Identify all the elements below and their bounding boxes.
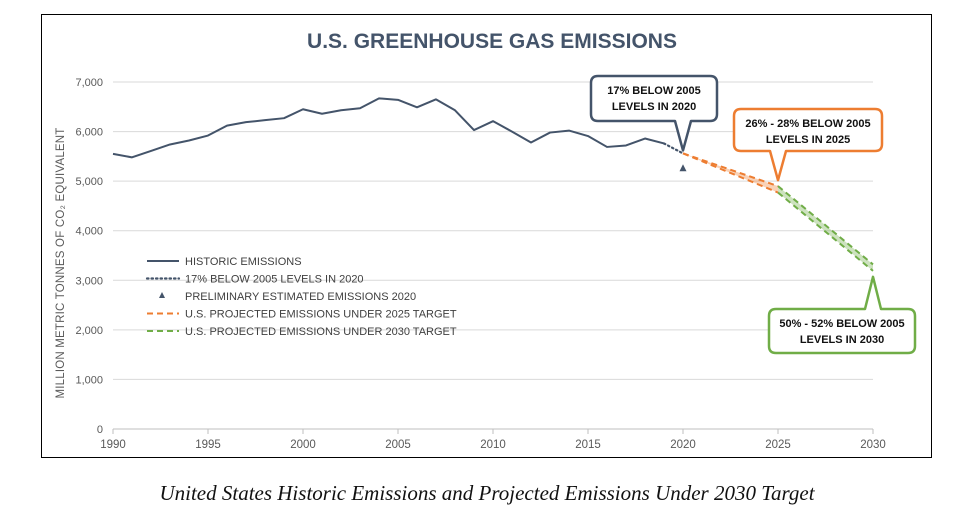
y-tick-label: 7,000 <box>75 77 103 89</box>
y-axis-ticks: 0 1,000 2,000 3,000 4,000 5,000 6,000 7,000 <box>75 77 103 436</box>
legend-swatch <box>159 292 165 298</box>
legend-item: 17% BELOW 2005 LEVELS IN 2020 <box>145 274 364 286</box>
y-tick-label: 5,000 <box>75 176 103 188</box>
emissions-chart: 0 1,000 2,000 3,000 4,000 5,000 6,000 7,000 199… <box>55 30 917 451</box>
projection-lower-line <box>777 191 874 272</box>
projection-upper-line <box>682 152 779 188</box>
legend: HISTORIC EMISSIONS 17% BELOW 2005 LEVELS … <box>145 256 457 338</box>
preliminary-2020-marker <box>679 164 687 172</box>
callout-2030: 50% - 52% BELOW 2005 LEVELS IN 2030 <box>767 275 917 355</box>
y-tick-label: 4,000 <box>75 226 103 238</box>
legend-item: U.S. PROJECTED EMISSIONS UNDER 2025 TARG… <box>147 309 457 321</box>
legend-item: PRELIMINARY ESTIMATED EMISSIONS 2020 <box>159 291 416 303</box>
x-tick-label: 1995 <box>195 439 221 451</box>
x-axis-ticks: 1990 1995 2000 2005 2010 2015 2020 2025 2030 <box>100 429 886 451</box>
y-tick-label: 0 <box>97 424 103 436</box>
y-tick-label: 3,000 <box>75 275 103 287</box>
target-2020-dotted-line <box>662 142 685 155</box>
historic-emissions-line <box>112 97 665 159</box>
legend-item: U.S. PROJECTED EMISSIONS UNDER 2030 TARG… <box>147 326 457 338</box>
legend-item: HISTORIC EMISSIONS <box>147 256 302 268</box>
y-tick-label: 2,000 <box>75 325 103 337</box>
x-tick-label: 2005 <box>385 439 411 451</box>
callout-2020: 17% BELOW 2005 LEVELS IN 2020 <box>589 74 719 152</box>
callout-box <box>589 74 719 152</box>
callout-text-line1: 50% - 52% BELOW 2005 <box>779 318 904 330</box>
chart-title: U.S. GREENHOUSE GAS EMISSIONS <box>307 30 677 53</box>
projection-upper-line <box>777 185 874 266</box>
callout-2025: 26% - 28% BELOW 2005 LEVELS IN 2025 <box>732 107 884 182</box>
projection-band <box>778 186 873 271</box>
data-series <box>112 97 874 272</box>
legend-label: U.S. PROJECTED EMISSIONS UNDER 2030 TARG… <box>185 326 457 338</box>
y-tick-label: 6,000 <box>75 127 103 139</box>
callout-text-line1: 26% - 28% BELOW 2005 <box>745 118 870 130</box>
legend-label: 17% BELOW 2005 LEVELS IN 2020 <box>185 274 364 286</box>
callout-box <box>732 107 884 182</box>
chart-frame: 0 1,000 2,000 3,000 4,000 5,000 6,000 7,000 199… <box>41 14 932 458</box>
callout-text-line2: LEVELS IN 2030 <box>800 334 884 346</box>
x-tick-label: 2020 <box>670 439 696 451</box>
x-tick-label: 2030 <box>860 439 886 451</box>
legend-label: U.S. PROJECTED EMISSIONS UNDER 2025 TARG… <box>185 309 457 321</box>
y-axis-title: MILLION METRIC TONNES OF CO₂ EQUIVALENT <box>55 127 67 398</box>
callout-box <box>767 275 917 355</box>
x-tick-label: 2010 <box>480 439 506 451</box>
x-tick-label: 1990 <box>100 439 126 451</box>
projection-lower-line <box>682 152 779 194</box>
callout-text-line2: LEVELS IN 2020 <box>612 101 696 113</box>
callouts: 17% BELOW 2005 LEVELS IN 2020 26% - 28% BE… <box>589 74 917 355</box>
y-tick-label: 1,000 <box>75 374 103 386</box>
x-tick-label: 2025 <box>765 439 791 451</box>
gridlines <box>113 81 873 380</box>
x-tick-label: 2000 <box>290 439 316 451</box>
legend-label: HISTORIC EMISSIONS <box>185 256 302 268</box>
x-tick-label: 2015 <box>575 439 601 451</box>
figure-caption: United States Historic Emissions and Pro… <box>159 481 815 505</box>
callout-text-line1: 17% BELOW 2005 <box>607 85 701 97</box>
callout-text-line2: LEVELS IN 2025 <box>766 134 850 146</box>
legend-label: PRELIMINARY ESTIMATED EMISSIONS 2020 <box>185 291 416 303</box>
